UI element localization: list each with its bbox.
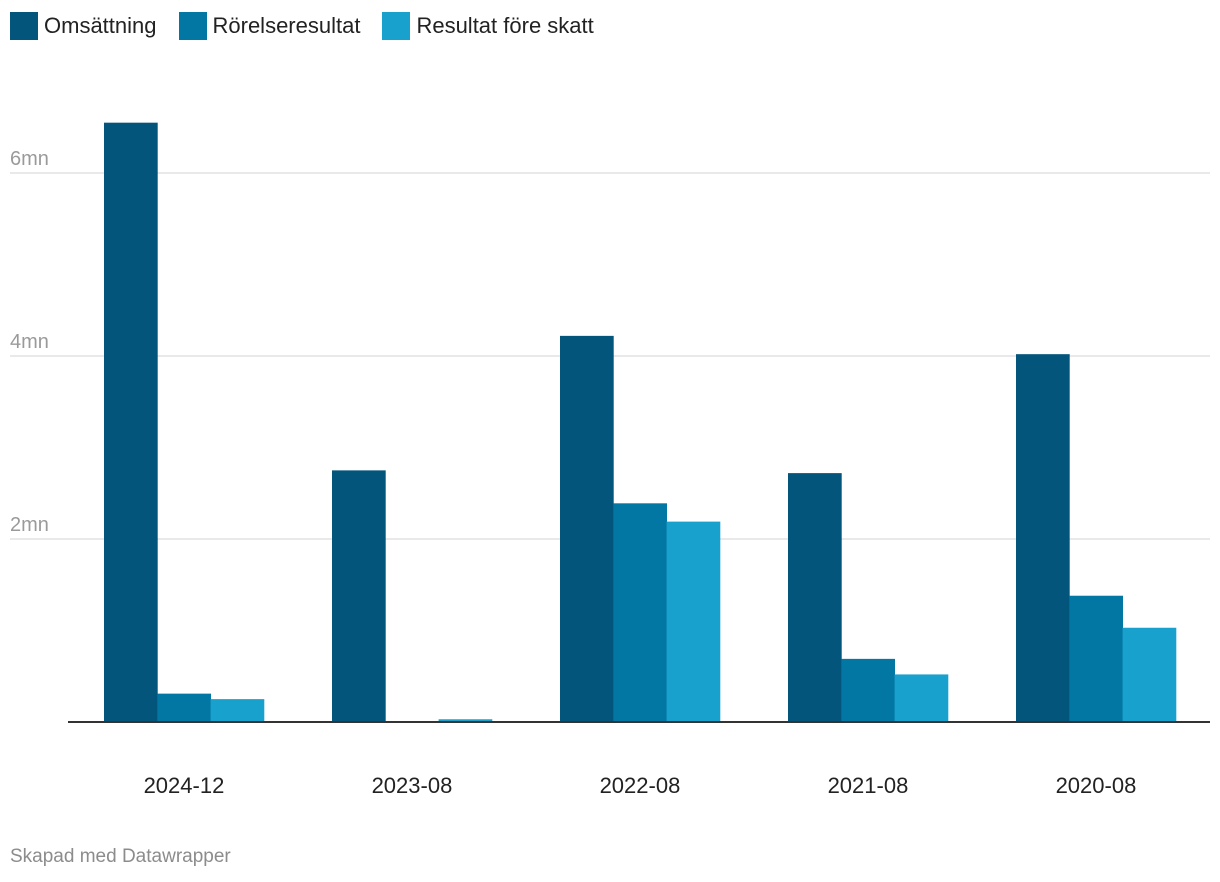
x-tick-label: 2023-08 xyxy=(372,773,453,798)
legend-item-resultat-fore-skatt: Resultat före skatt xyxy=(382,12,594,40)
datawrapper-credit: Skapad med Datawrapper xyxy=(10,846,231,867)
bar-omsattning-2021-08 xyxy=(788,473,842,722)
bar-resultat-fore-skatt-2023-08 xyxy=(438,719,493,722)
legend-label-resultat-fore-skatt: Resultat före skatt xyxy=(416,13,594,38)
x-tick-label: 2020-08 xyxy=(1056,773,1137,798)
legend-label-omsattning: Omsättning xyxy=(44,13,157,38)
y-tick-label: 2mn xyxy=(10,514,49,536)
x-tick-label: 2021-08 xyxy=(828,773,909,798)
legend-item-rorelseresultat: Rörelseresultat xyxy=(178,12,361,40)
bar-rorelseresultat-2021-08 xyxy=(841,658,895,722)
legend-label-rorelseresultat: Rörelseresultat xyxy=(212,13,361,38)
bar-resultat-fore-skatt-2021-08 xyxy=(894,674,949,722)
legend-swatch-resultat-fore-skatt xyxy=(382,12,411,40)
y-tick-label: 4mn xyxy=(10,331,49,353)
y-tick-label: 6mn xyxy=(10,148,49,170)
x-tick-label: 2024-12 xyxy=(144,773,225,798)
bar-rorelseresultat-2022-08 xyxy=(613,503,667,722)
legend: Omsättning Rörelseresultat Resultat före… xyxy=(10,12,616,40)
legend-swatch-omsattning xyxy=(10,12,38,40)
bar-omsattning-2020-08 xyxy=(1016,354,1070,722)
bar-chart: 2mn 4mn 6mn 2024-12 2023-08 2022-08 2021-08 202… xyxy=(10,122,1210,798)
legend-swatch-rorelseresultat xyxy=(178,12,207,40)
legend-item-omsattning: Omsättning xyxy=(10,12,157,40)
bar-resultat-fore-skatt-2022-08 xyxy=(666,521,721,722)
x-tick-label: 2022-08 xyxy=(600,773,681,798)
bar-rorelseresultat-2020-08 xyxy=(1069,595,1123,722)
bar-resultat-fore-skatt-2020-08 xyxy=(1122,627,1177,722)
bar-rorelseresultat-2024-12 xyxy=(157,693,211,722)
bar-omsattning-2023-08 xyxy=(332,470,386,722)
bar-resultat-fore-skatt-2024-12 xyxy=(210,699,265,722)
bar-omsattning-2022-08 xyxy=(560,335,614,722)
bar-omsattning-2024-12 xyxy=(104,122,158,723)
